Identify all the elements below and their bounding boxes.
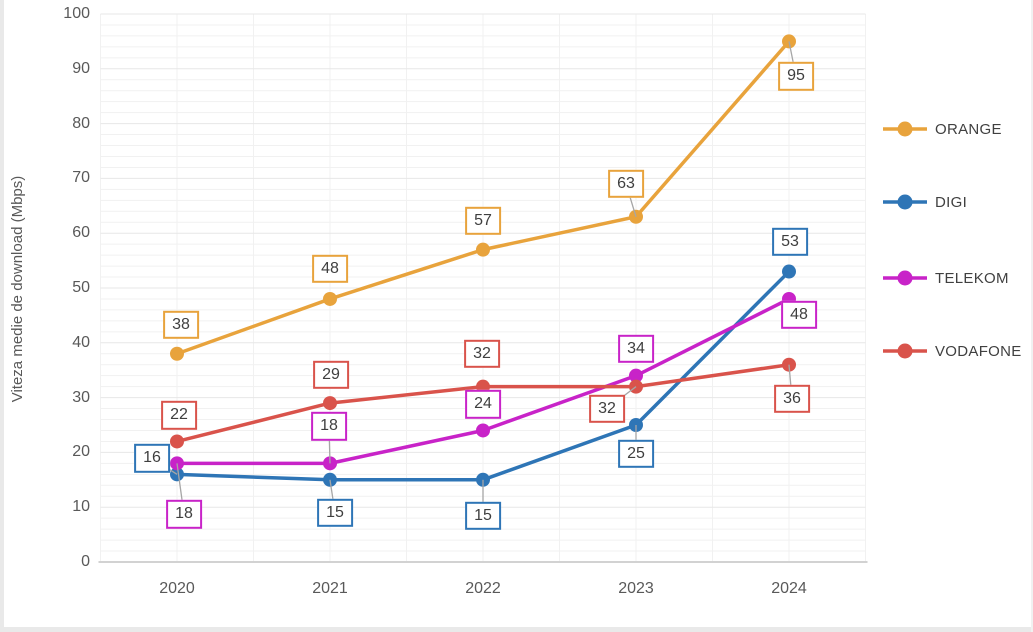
window-edge-left [0,0,4,632]
marker-orange-2020 [170,346,184,361]
x-tick-2024: 2024 [771,580,807,597]
marker-telekom-2022 [476,423,490,438]
y-tick-30: 30 [72,388,90,406]
x-tick-2021: 2021 [312,580,348,597]
y-tick-10: 10 [72,498,90,516]
marker-vodafone-2021 [323,396,337,411]
marker-orange-2021 [323,291,337,306]
marker-vodafone-2020 [170,434,184,449]
marker-orange-2022 [476,242,490,257]
legend-item-vodafone: VODAFONE [882,342,1022,360]
legend-label-telekom: TELEKOM [935,269,1009,287]
y-tick-90: 90 [72,59,90,77]
y-tick-40: 40 [72,333,90,351]
marker-telekom-2024 [782,291,796,306]
window-edge-bottom [0,627,1033,632]
legend-item-orange: ORANGE [882,120,1002,138]
marker-digi-2024 [782,264,796,279]
legend-marker-vodafone [897,343,913,359]
legend-swatch-digi [883,194,927,210]
y-tick-0: 0 [81,553,90,570]
y-tick-20: 20 [72,443,90,461]
legend-item-telekom: TELEKOM [882,269,1009,287]
legend-marker-orange [897,121,913,137]
legend-marker-digi [897,194,913,210]
legend-marker-telekom [897,270,913,286]
y-tick-60: 60 [72,224,90,242]
y-tick-70: 70 [72,169,90,187]
x-tick-2020: 2020 [159,580,195,597]
x-tick-2023: 2023 [618,580,654,597]
window-edge-right [1031,0,1033,632]
marker-telekom-2023 [629,368,643,383]
marker-vodafone-2022 [476,379,490,394]
x-tick-2022: 2022 [465,580,501,597]
legend-label-digi: DIGI [935,193,968,211]
y-tick-100: 100 [63,5,90,22]
legend-item-digi: DIGI [882,193,967,211]
legend-label-orange: ORANGE [935,120,1002,138]
legend-swatch-telekom [883,270,927,286]
y-tick-80: 80 [72,114,90,132]
legend-swatch-orange [883,121,927,137]
y-tick-50: 50 [72,279,90,296]
legend-swatch-vodafone [883,343,927,359]
legend-label-vodafone: VODAFONE [935,342,1022,360]
